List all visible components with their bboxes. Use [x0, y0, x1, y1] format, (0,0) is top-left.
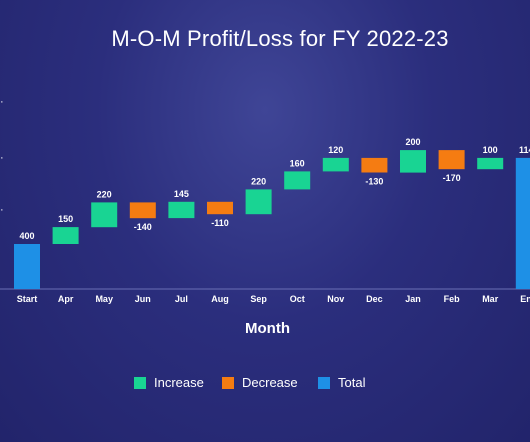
value-label-sep: 220	[251, 176, 266, 186]
value-label-end: 1145	[519, 145, 530, 155]
value-label-may: 220	[97, 189, 112, 199]
value-label-jul: 145	[174, 189, 189, 199]
value-label-aug: -110	[211, 218, 229, 228]
bar-sep	[245, 189, 272, 215]
legend-item-total: Total	[318, 375, 365, 390]
bar-nov	[322, 157, 349, 172]
bar-apr	[52, 227, 79, 244]
x-tick-feb: Feb	[444, 294, 461, 304]
legend-label-total: Total	[338, 375, 366, 390]
bars-group	[14, 150, 530, 289]
value-label-start: 400	[19, 231, 34, 241]
value-label-apr: 150	[58, 214, 73, 224]
value-label-oct: 160	[290, 158, 305, 168]
value-label-jan: 200	[405, 137, 420, 147]
value-label-jun: -140	[134, 222, 152, 232]
x-tick-dec: Dec	[366, 294, 383, 304]
chart-title: M-O-M Profit/Loss for FY 2022-23	[111, 26, 449, 51]
bar-aug	[207, 201, 233, 215]
value-label-nov: 120	[328, 145, 343, 155]
bar-mar	[477, 157, 504, 170]
legend-label-increase: Increase	[154, 375, 204, 390]
x-tick-end: End	[520, 294, 530, 304]
bar-dec	[361, 157, 388, 173]
value-label-mar: 100	[483, 145, 498, 155]
x-tick-sep: Sep	[250, 294, 267, 304]
axis-edge-mark: ·	[0, 152, 4, 164]
x-axis-title: Month	[245, 320, 290, 337]
bar-start	[14, 244, 40, 289]
legend-swatch-increase	[134, 376, 146, 389]
x-tick-oct: Oct	[290, 294, 305, 304]
x-ticks-group: Start Apr May Jun Jul Aug Sep Oct Nov Dec Jan Feb Ma…	[17, 294, 530, 304]
legend: Increase Decrease Total	[0, 375, 530, 393]
x-tick-apr: Apr	[58, 294, 74, 304]
x-tick-jan: Jan	[405, 294, 421, 304]
bar-jun	[129, 202, 156, 219]
axis-edge-mark: ·	[0, 96, 4, 108]
bar-oct	[284, 171, 311, 190]
legend-swatch-decrease	[222, 376, 234, 389]
x-tick-jun: Jun	[135, 294, 151, 304]
legend-swatch-total	[318, 376, 330, 389]
value-label-dec: -130	[365, 177, 383, 187]
axis-edge-mark: ·	[0, 204, 4, 216]
legend-item-decrease: Decrease	[222, 375, 298, 390]
legend-label-decrease: Decrease	[242, 375, 298, 390]
bar-end	[515, 157, 530, 289]
x-tick-may: May	[95, 294, 113, 304]
x-tick-jul: Jul	[175, 294, 188, 304]
bar-may	[91, 202, 118, 228]
bar-jan	[400, 150, 426, 173]
bar-jul	[168, 201, 195, 219]
x-tick-nov: Nov	[327, 294, 344, 304]
x-tick-aug: Aug	[211, 294, 229, 304]
value-label-feb: -170	[443, 173, 461, 183]
x-tick-start: Start	[17, 294, 38, 304]
x-tick-mar: Mar	[482, 294, 499, 304]
bar-feb	[438, 150, 465, 170]
value-labels-group: 400 150 220 -140 145 -110 220 160 120 -130 200 -170…	[19, 137, 530, 241]
legend-item-increase: Increase	[134, 375, 204, 390]
